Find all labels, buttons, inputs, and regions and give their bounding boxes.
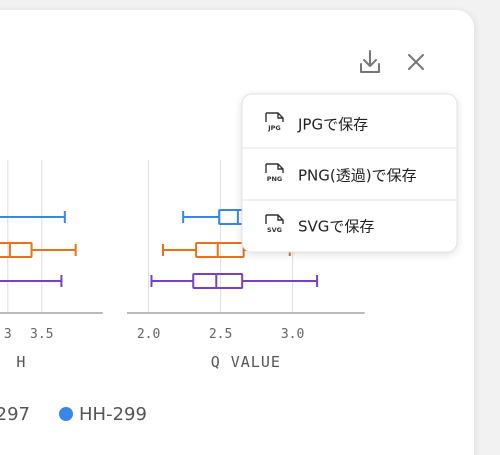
- menu-item-label[interactable]: JPGで保存: [297, 116, 368, 134]
- file-icon: [265, 163, 284, 173]
- box: [0, 242, 33, 258]
- menu-item-label[interactable]: SVGで保存: [298, 218, 374, 236]
- x-axis-label: Q VALUE: [211, 353, 281, 371]
- legend-label: HH-299: [79, 404, 147, 425]
- plot-area: 3 3.5 H 2.0 2.5 3.0Q VALUE 297 HH-299: [0, 160, 365, 425]
- menu-item-label[interactable]: PNG(透過)で保存: [298, 167, 417, 185]
- legend-label: 297: [0, 404, 30, 425]
- file-icon: [265, 112, 284, 122]
- file-badge: JPG: [267, 124, 281, 132]
- download-button[interactable]: [360, 50, 380, 73]
- legend-swatch: [59, 407, 73, 421]
- menu-item[interactable]: JPG JPGで保存: [243, 99, 456, 149]
- file-icon: [265, 214, 284, 224]
- menu-item[interactable]: SVG SVGで保存: [243, 201, 456, 251]
- file-badge: SVG: [267, 226, 282, 234]
- menu-panel: [241, 93, 458, 253]
- x-tick-label: 3.5: [30, 327, 53, 342]
- x-tick-label: 3: [4, 327, 12, 342]
- export-menu: JPG JPGで保存 PNG PNG(透過)で保存 SVG SVGで保存: [241, 93, 458, 253]
- x-axis-label: H: [16, 353, 26, 371]
- file-badge: PNG: [267, 175, 283, 183]
- x-tick-label: 3.0: [281, 327, 304, 342]
- box: [195, 242, 245, 258]
- x-tick-label: 2.5: [209, 327, 232, 342]
- x-tick-label: 2.0: [137, 327, 160, 342]
- box: [192, 273, 244, 289]
- menu-item[interactable]: PNG PNG(透過)で保存: [243, 150, 456, 200]
- close-button[interactable]: [408, 54, 424, 70]
